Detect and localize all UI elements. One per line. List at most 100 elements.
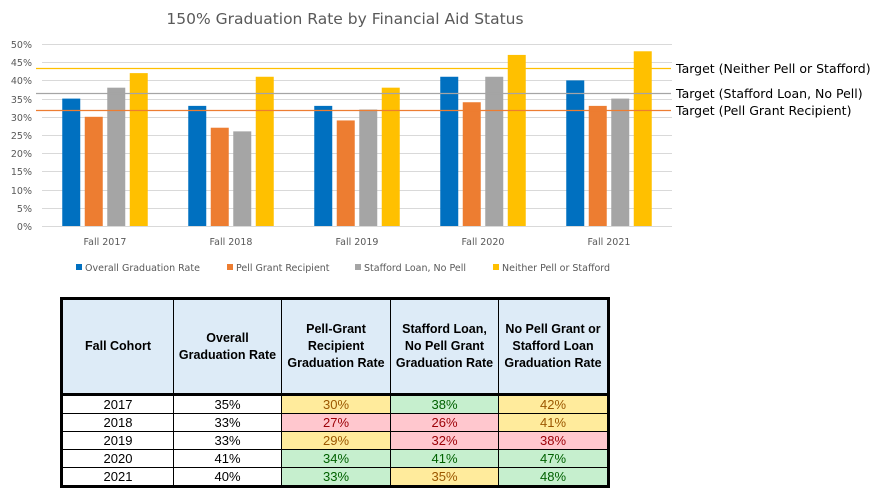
header-line: Overall bbox=[206, 330, 249, 345]
rate-cell: 27% bbox=[281, 413, 391, 432]
x-axis-labels: Fall 2017 Fall 2018 Fall 2019 Fall 2020 Fall… bbox=[84, 237, 631, 248]
rate-cell: 48% bbox=[498, 467, 609, 487]
x-category-label: Fall 2020 bbox=[462, 237, 505, 248]
legend-swatch bbox=[76, 264, 82, 270]
legend: Overall Graduation Rate Pell Grant Recipi… bbox=[76, 263, 610, 274]
bar-stafford-loan-no-pell-fall-2017 bbox=[107, 87, 126, 227]
bar-neither-pell-or-stafford-fall-2019 bbox=[381, 87, 400, 227]
table-row: 2021 40% 33% 35% 48% bbox=[61, 467, 609, 487]
legend-swatch bbox=[227, 264, 233, 270]
legend-label: Stafford Loan, No Pell bbox=[364, 263, 466, 274]
rate-cell: 33% bbox=[281, 467, 391, 487]
header-line: Graduation Rate bbox=[504, 356, 602, 370]
y-tick-label: 50% bbox=[11, 40, 32, 51]
y-tick-label: 25% bbox=[11, 131, 32, 142]
bar-pell-grant-recipient-fall-2019 bbox=[336, 120, 355, 226]
table-row: 2018 33% 27% 26% 41% bbox=[61, 413, 609, 432]
cohort-cell: 2018 bbox=[61, 413, 174, 432]
bar-pell-grant-recipient-fall-2020 bbox=[462, 102, 481, 226]
legend-label: Pell Grant Recipient bbox=[236, 263, 330, 274]
cohort-cell: 2021 bbox=[61, 467, 174, 487]
y-tick-label: 40% bbox=[11, 76, 32, 87]
x-category-label: Fall 2018 bbox=[210, 237, 253, 248]
header-line: Pell-Grant bbox=[306, 322, 366, 336]
legend-label: Overall Graduation Rate bbox=[85, 263, 200, 274]
target-lines: Target (Neither Pell or Stafford) Target … bbox=[36, 61, 871, 118]
rate-cell: 32% bbox=[390, 431, 499, 450]
rate-cell: 47% bbox=[498, 449, 609, 468]
x-category-label: Fall 2021 bbox=[588, 237, 631, 248]
graduation-rate-chart: 150% Graduation Rate by Financial Aid St… bbox=[11, 10, 871, 274]
header-line: No Pell Grant bbox=[404, 339, 485, 353]
bar-stafford-loan-no-pell-fall-2019 bbox=[359, 109, 378, 226]
rate-cell: 41% bbox=[173, 449, 282, 468]
cohort-cell: 2019 bbox=[61, 431, 174, 450]
rate-cell: 38% bbox=[390, 394, 499, 414]
header-line: Stafford Loan bbox=[512, 339, 594, 353]
bars bbox=[62, 51, 652, 227]
header-neither-rate: No Pell Grant or Stafford Loan Graduation … bbox=[498, 298, 609, 395]
bar-neither-pell-or-stafford-fall-2021 bbox=[633, 51, 652, 226]
y-tick-label: 35% bbox=[11, 95, 32, 106]
y-tick-label: 10% bbox=[11, 186, 32, 197]
header-fall-cohort: Fall Cohort bbox=[61, 298, 174, 395]
header-line: Graduation Rate bbox=[395, 356, 494, 370]
bar-neither-pell-or-stafford-fall-2018 bbox=[255, 76, 274, 226]
header-pell-rate: Pell-Grant Recipient Graduation Rate bbox=[281, 298, 391, 395]
bar-neither-pell-or-stafford-fall-2020 bbox=[507, 54, 526, 226]
rate-cell: 30% bbox=[281, 394, 391, 414]
y-tick-label: 15% bbox=[11, 167, 32, 178]
bar-overall-graduation-rate-fall-2021 bbox=[566, 80, 585, 227]
legend-swatch bbox=[493, 264, 499, 270]
header-line: Fall Cohort bbox=[85, 339, 151, 353]
rate-cell: 35% bbox=[390, 467, 499, 487]
bar-overall-graduation-rate-fall-2019 bbox=[314, 105, 333, 226]
bar-stafford-loan-no-pell-fall-2021 bbox=[611, 98, 630, 226]
table-row: 2020 41% 34% 41% 47% bbox=[61, 449, 609, 468]
cohort-cell: 2017 bbox=[61, 394, 174, 414]
bar-stafford-loan-no-pell-fall-2018 bbox=[233, 131, 252, 226]
y-tick-label: 30% bbox=[11, 113, 32, 124]
header-line: Recipient bbox=[307, 339, 365, 353]
bar-overall-graduation-rate-fall-2018 bbox=[188, 105, 207, 226]
y-tick-label: 0% bbox=[17, 222, 32, 233]
y-tick-label: 5% bbox=[17, 204, 32, 215]
rate-cell: 42% bbox=[498, 394, 609, 414]
rate-cell: 33% bbox=[173, 431, 282, 450]
target-line-label: Target (Neither Pell or Stafford) bbox=[675, 61, 871, 76]
header-line: Graduation Rate bbox=[178, 347, 277, 362]
legend-swatch bbox=[355, 264, 361, 270]
table-row: 2019 33% 29% 32% 38% bbox=[61, 431, 609, 450]
header-line: Graduation Rate bbox=[287, 356, 385, 370]
table-header-row: Fall Cohort Overall Graduation Rate Pell-… bbox=[61, 298, 609, 395]
table-row: 2017 35% 30% 38% 42% bbox=[61, 394, 609, 414]
rate-cell: 35% bbox=[173, 394, 282, 414]
chart-title: 150% Graduation Rate by Financial Aid St… bbox=[166, 10, 523, 28]
bar-neither-pell-or-stafford-fall-2017 bbox=[129, 73, 148, 227]
header-stafford-rate: Stafford Loan, No Pell Grant Graduation Ra… bbox=[390, 298, 499, 395]
bar-pell-grant-recipient-fall-2021 bbox=[588, 105, 607, 226]
rate-cell: 41% bbox=[498, 413, 609, 432]
rate-cell: 40% bbox=[173, 467, 282, 487]
x-category-label: Fall 2017 bbox=[84, 237, 127, 248]
bar-stafford-loan-no-pell-fall-2020 bbox=[485, 76, 504, 226]
bar-overall-graduation-rate-fall-2017 bbox=[62, 98, 81, 226]
rate-cell: 29% bbox=[281, 431, 391, 450]
y-axis-ticks: 0% 5% 10% 15% 20% 25% 30% 35% 40% 45% 50% bbox=[11, 40, 32, 233]
y-tick-label: 45% bbox=[11, 58, 32, 69]
target-line-label: Target (Pell Grant Recipient) bbox=[675, 103, 851, 118]
rate-cell: 41% bbox=[390, 449, 499, 468]
bar-pell-grant-recipient-fall-2017 bbox=[84, 116, 103, 226]
x-category-label: Fall 2019 bbox=[336, 237, 379, 248]
graduation-rate-table: Fall Cohort Overall Graduation Rate Pell-… bbox=[60, 297, 610, 488]
rate-cell: 38% bbox=[498, 431, 609, 450]
target-line-label: Target (Stafford Loan, No Pell) bbox=[675, 86, 863, 101]
bar-pell-grant-recipient-fall-2018 bbox=[210, 127, 229, 226]
bar-overall-graduation-rate-fall-2020 bbox=[440, 76, 459, 226]
header-overall-rate: Overall Graduation Rate bbox=[173, 298, 282, 395]
rate-cell: 34% bbox=[281, 449, 391, 468]
y-tick-label: 20% bbox=[11, 149, 32, 160]
cohort-cell: 2020 bbox=[61, 449, 174, 468]
header-line: No Pell Grant or bbox=[505, 322, 601, 336]
rate-cell: 33% bbox=[173, 413, 282, 432]
